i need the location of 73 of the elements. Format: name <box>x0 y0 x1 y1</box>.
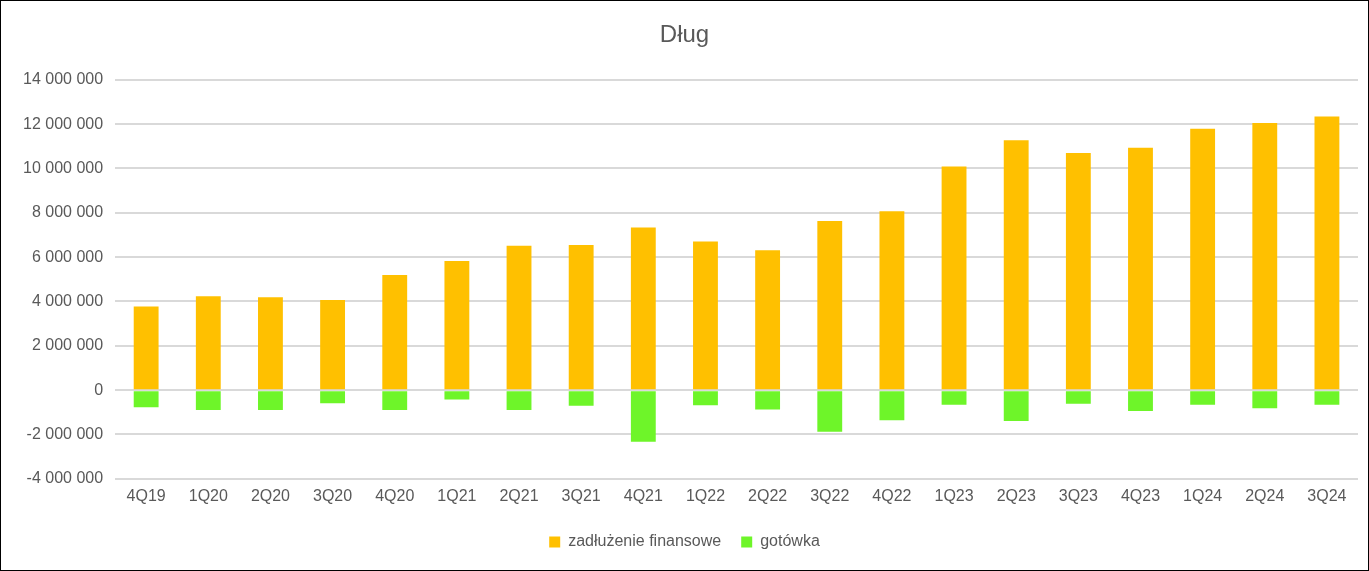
x-tick-label: 4Q21 <box>623 486 663 504</box>
y-tick-label: 6 000 000 <box>31 247 104 265</box>
bar <box>879 211 905 390</box>
bar <box>941 391 967 405</box>
bar <box>195 391 221 411</box>
bar <box>444 391 470 400</box>
bar <box>817 391 843 432</box>
bar <box>506 391 532 411</box>
x-tick-label: 1Q22 <box>685 486 726 504</box>
bar <box>1314 391 1340 405</box>
bar <box>133 391 159 408</box>
x-tick-label: 1Q21 <box>437 486 477 504</box>
bar <box>755 391 781 410</box>
bar <box>133 306 159 390</box>
x-tick-label: 4Q23 <box>1120 486 1161 504</box>
bar <box>1128 147 1153 390</box>
bar <box>1128 391 1153 411</box>
bar <box>320 299 346 390</box>
bar <box>1252 123 1278 390</box>
x-tick-label: 1Q23 <box>934 486 974 504</box>
legend-label: zadłużenie finansowe <box>568 532 722 550</box>
chart-title: Dług <box>659 20 710 48</box>
bar <box>755 250 781 390</box>
bar <box>817 221 843 390</box>
bar <box>195 296 221 390</box>
bar <box>320 391 346 404</box>
bar <box>382 391 408 411</box>
y-tick-label: 14 000 000 <box>23 70 104 88</box>
bar <box>693 241 718 390</box>
bar <box>1190 128 1216 390</box>
bar <box>444 260 470 390</box>
x-tick-label: 1Q20 <box>188 486 228 504</box>
x-tick-label: 4Q22 <box>872 486 912 504</box>
bar <box>1190 391 1216 405</box>
x-tick-label: 2Q23 <box>996 486 1036 504</box>
x-tick-label: 2Q21 <box>499 486 539 504</box>
y-tick-label: 4 000 000 <box>31 291 104 309</box>
x-tick-label: 3Q23 <box>1058 486 1099 504</box>
bar <box>1065 152 1091 390</box>
x-tick-label: 3Q21 <box>561 486 601 504</box>
bar <box>693 391 718 406</box>
bar <box>258 391 283 411</box>
x-tick-label: 3Q22 <box>810 486 850 504</box>
x-tick-label: 4Q20 <box>375 486 415 504</box>
y-tick-label: -2 000 000 <box>26 424 104 442</box>
y-tick-label: 8 000 000 <box>31 203 104 221</box>
bar <box>1003 391 1029 421</box>
bar <box>630 391 656 442</box>
y-tick-label: -4 000 000 <box>26 469 104 487</box>
bar <box>630 227 656 390</box>
x-tick-label: 2Q24 <box>1245 486 1285 504</box>
y-tick-label: 12 000 000 <box>23 114 104 132</box>
bar <box>1003 140 1029 390</box>
x-tick-label: 2Q20 <box>250 486 291 504</box>
x-tick-label: 3Q20 <box>313 486 353 504</box>
x-tick-label: 4Q19 <box>126 486 166 504</box>
bar <box>941 166 967 390</box>
x-tick-label: 3Q24 <box>1307 486 1347 504</box>
x-tick-label: 2Q22 <box>748 486 788 504</box>
y-tick-label: 2 000 000 <box>31 336 104 354</box>
x-tick-label: 1Q24 <box>1183 486 1223 504</box>
y-tick-label: 0 <box>94 380 104 398</box>
legend-label: gotówka <box>760 532 820 550</box>
bar <box>382 275 408 390</box>
bar <box>1314 116 1340 390</box>
bar <box>1252 391 1278 409</box>
bar <box>568 391 594 406</box>
y-tick-label: 10 000 000 <box>23 158 104 176</box>
bar <box>879 391 905 421</box>
bar <box>568 244 594 390</box>
bar <box>1065 391 1091 404</box>
bar <box>506 245 532 390</box>
bar <box>258 297 283 390</box>
